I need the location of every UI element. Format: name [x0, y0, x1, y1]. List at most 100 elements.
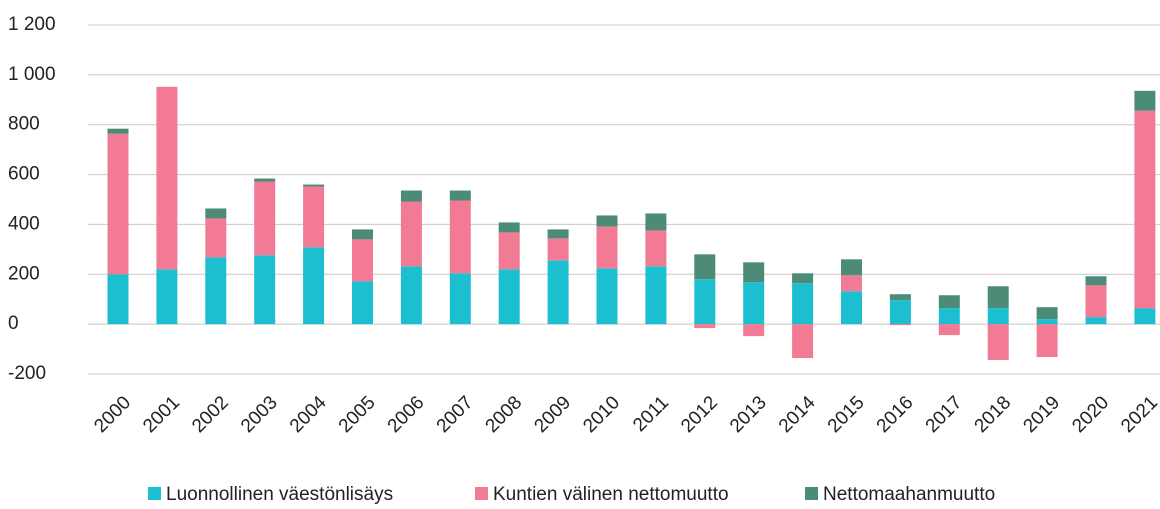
- bar-segment: [645, 213, 667, 231]
- y-tick-label: -200: [8, 363, 46, 384]
- bar-segment: [1036, 319, 1058, 325]
- x-tick-label: 2018: [971, 392, 1016, 437]
- legend-swatch: [148, 487, 161, 500]
- x-tick-label: 2021: [1117, 392, 1160, 437]
- bar-segment: [694, 279, 716, 325]
- bar-segment: [205, 218, 227, 258]
- x-tick-label: 2020: [1068, 392, 1113, 437]
- bar-segment: [352, 239, 373, 282]
- bar-segment: [303, 247, 325, 325]
- bar-segment: [1085, 317, 1107, 325]
- bar-segment: [987, 324, 1009, 361]
- bar-segment: [743, 262, 765, 283]
- x-tick-label: 2012: [677, 392, 722, 437]
- bar-segment: [792, 283, 814, 325]
- x-tick-label: 2006: [384, 392, 429, 437]
- bar-segment: [1134, 110, 1156, 309]
- bar-segment: [987, 308, 1009, 325]
- y-tick-label: 200: [8, 263, 40, 284]
- bar-segment: [107, 274, 129, 325]
- bar-segment: [743, 324, 765, 337]
- bar-segment: [938, 295, 960, 309]
- bar-segment: [254, 255, 276, 325]
- legend-swatch: [805, 487, 818, 500]
- bar-segment: [449, 273, 471, 325]
- bar-segment: [1036, 307, 1058, 320]
- bar-segment: [645, 266, 667, 325]
- bar-segment: [938, 308, 960, 325]
- bar-segment: [987, 286, 1009, 309]
- bar-segment: [1134, 308, 1156, 325]
- y-tick-label: 600: [8, 164, 40, 185]
- bar-segment: [743, 282, 765, 325]
- bar-segment: [303, 186, 325, 248]
- x-tick-label: 2017: [922, 392, 967, 437]
- bar-segment: [498, 222, 520, 233]
- bar-segment: [889, 300, 911, 325]
- bar-segment: [596, 268, 618, 325]
- bar-segment: [889, 324, 911, 326]
- bar-segment: [1085, 276, 1107, 286]
- bar-segment: [792, 324, 814, 359]
- bar-segment: [205, 257, 227, 325]
- bar-segment: [107, 128, 129, 134]
- bar-segment: [841, 275, 862, 292]
- bar-segment: [156, 269, 178, 325]
- bar-segment: [841, 291, 862, 325]
- y-tick-label: 1 000: [8, 64, 56, 85]
- bar-segment: [938, 324, 960, 336]
- legend-label: Nettomaahanmuutto: [823, 484, 995, 504]
- x-tick-label: 2009: [530, 392, 575, 437]
- bar-segment: [596, 215, 618, 227]
- bar-segment: [205, 208, 227, 219]
- x-tick-label: 2000: [90, 392, 135, 437]
- bar-segment: [792, 273, 814, 284]
- bar-segment: [498, 269, 520, 325]
- bar-segment: [400, 266, 422, 325]
- x-tick-label: 2013: [726, 392, 771, 437]
- bar-segment: [1085, 285, 1107, 318]
- bar-segment: [547, 238, 569, 261]
- bar-segment: [352, 229, 373, 240]
- legend-label: Luonnollinen väestönlisäys: [166, 484, 393, 504]
- x-tick-label: 2005: [335, 392, 380, 437]
- bar-segment: [352, 281, 373, 325]
- bar-segment: [400, 190, 422, 202]
- x-tick-label: 2015: [824, 392, 869, 437]
- bar-segment: [449, 190, 471, 201]
- y-tick-label: 0: [8, 313, 19, 334]
- x-tick-label: 2010: [579, 392, 624, 437]
- x-tick-label: 2002: [188, 392, 233, 437]
- x-tick-label: 2019: [1019, 392, 1064, 437]
- bar-segment: [303, 184, 325, 187]
- bar-segment: [498, 232, 520, 270]
- bar-segment: [1036, 324, 1058, 358]
- bar-segment: [400, 201, 422, 267]
- bar-segment: [547, 229, 569, 239]
- x-tick-label: 2003: [237, 392, 282, 437]
- bar-segment: [596, 226, 618, 269]
- legend-label: Kuntien välinen nettomuutto: [493, 484, 729, 504]
- x-tick-label: 2004: [286, 392, 331, 437]
- bar-segment: [694, 254, 716, 280]
- x-tick-label: 2007: [433, 392, 478, 437]
- bar-segment: [107, 133, 129, 275]
- bar-segment: [841, 259, 862, 276]
- x-tick-label: 2001: [139, 392, 184, 437]
- bar-segment: [254, 178, 276, 182]
- bar-segment: [889, 294, 911, 301]
- bar-segment: [156, 86, 178, 270]
- bar-segment: [694, 324, 716, 329]
- bar-segment: [1134, 90, 1156, 111]
- x-tick-label: 2016: [873, 392, 918, 437]
- bar-segment: [645, 230, 667, 267]
- bar-segment: [254, 181, 276, 256]
- legend-swatch: [475, 487, 488, 500]
- y-tick-label: 800: [8, 114, 40, 135]
- x-tick-label: 2014: [775, 392, 820, 437]
- y-tick-label: 1 200: [8, 14, 56, 35]
- bar-segment: [449, 200, 471, 274]
- x-tick-label: 2008: [482, 392, 527, 437]
- bar-segment: [547, 260, 569, 325]
